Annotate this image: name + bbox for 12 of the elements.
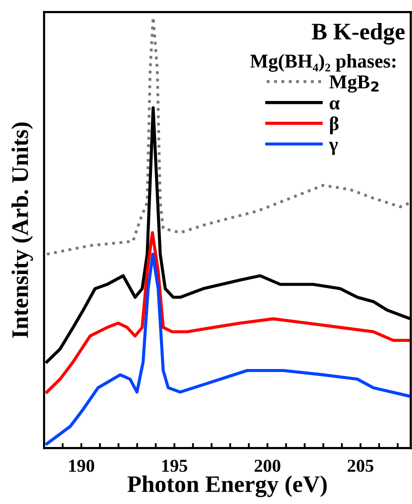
x-tick-label: 195 (162, 460, 188, 472)
legend-label: α (330, 100, 340, 110)
x-tick-label: 200 (254, 460, 280, 472)
legend-label: γ (328, 142, 338, 155)
x-axis-title: Photon Energy (eV) (127, 476, 327, 498)
x-tick-label: 205 (348, 460, 374, 472)
x-tick-label: 190 (69, 460, 94, 472)
legend-title: Mg(BH₄)₂ phases: (250, 54, 396, 72)
legend-label: β (330, 116, 339, 134)
y-axis-title: Intensity (Arb. Units) (11, 122, 33, 338)
legend-label: MgB$_{2}$ (329, 76, 378, 93)
annotation: B K-edge (312, 22, 405, 45)
